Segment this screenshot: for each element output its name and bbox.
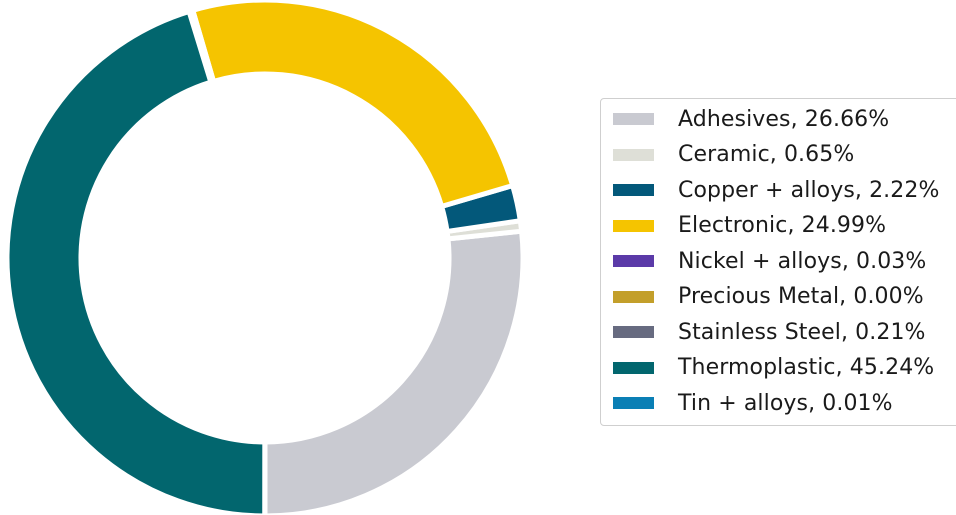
legend-swatch xyxy=(613,148,654,161)
legend: Adhesives, 26.66% Ceramic, 0.65% Copper + … xyxy=(600,98,956,426)
legend-swatch xyxy=(613,326,654,338)
legend-item: Tin + alloys, 0.01% xyxy=(613,386,893,420)
legend-swatch xyxy=(613,113,654,125)
legend-label: Copper + alloys, 2.22% xyxy=(678,177,940,203)
legend-label: Nickel + alloys, 0.03% xyxy=(678,248,927,274)
slice-electronic xyxy=(189,0,516,210)
legend-item: Stainless Steel, 0.21% xyxy=(613,315,926,349)
legend-label: Adhesives, 26.66% xyxy=(678,106,890,132)
slice-thermoplastic xyxy=(4,8,268,515)
legend-label: Stainless Steel, 0.21% xyxy=(678,319,926,345)
legend-item: Electronic, 24.99% xyxy=(613,209,886,243)
legend-item: Nickel + alloys, 0.03% xyxy=(613,244,926,278)
legend-item: Precious Metal, 0.00% xyxy=(613,280,924,314)
legend-swatch xyxy=(613,255,654,267)
legend-label: Ceramic, 0.65% xyxy=(678,142,855,167)
legend-item: Ceramic, 0.65% xyxy=(613,138,854,172)
legend-swatch xyxy=(613,184,654,196)
legend-item: Copper + alloys, 2.22% xyxy=(613,173,939,207)
legend-label: Thermoplastic, 45.24% xyxy=(678,355,935,380)
donut-slices xyxy=(4,0,526,515)
legend-item: Adhesives, 26.66% xyxy=(613,102,889,136)
slice-adhesives xyxy=(262,228,526,515)
legend-label: Precious Metal, 0.00% xyxy=(678,284,924,309)
legend-swatch xyxy=(613,219,654,232)
legend-item: Thermoplastic, 45.24% xyxy=(613,351,934,385)
legend-label: Tin + alloys, 0.01% xyxy=(678,390,893,416)
legend-swatch xyxy=(613,361,654,374)
legend-swatch xyxy=(613,290,654,303)
legend-label: Electronic, 24.99% xyxy=(678,213,887,238)
legend-swatch xyxy=(613,397,654,409)
